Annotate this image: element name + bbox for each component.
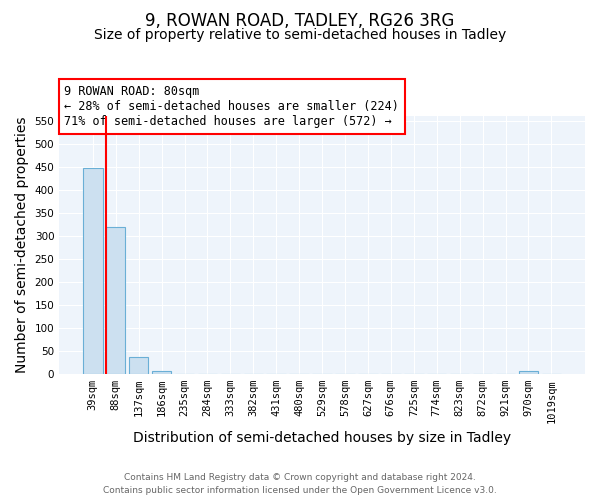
Text: 9 ROWAN ROAD: 80sqm
← 28% of semi-detached houses are smaller (224)
71% of semi-: 9 ROWAN ROAD: 80sqm ← 28% of semi-detach…: [64, 86, 400, 128]
Bar: [518, 371, 538, 374]
Text: Size of property relative to semi-detached houses in Tadley: Size of property relative to semi-detach…: [94, 28, 506, 42]
Text: 9, ROWAN ROAD, TADLEY, RG26 3RG: 9, ROWAN ROAD, TADLEY, RG26 3RG: [145, 12, 455, 30]
Bar: [106, 226, 125, 374]
Text: Contains HM Land Registry data © Crown copyright and database right 2024.
Contai: Contains HM Land Registry data © Crown c…: [103, 473, 497, 495]
Bar: [83, 168, 103, 374]
X-axis label: Distribution of semi-detached houses by size in Tadley: Distribution of semi-detached houses by …: [133, 431, 511, 445]
Bar: [152, 371, 172, 374]
Bar: [129, 357, 148, 374]
Y-axis label: Number of semi-detached properties: Number of semi-detached properties: [15, 117, 29, 374]
